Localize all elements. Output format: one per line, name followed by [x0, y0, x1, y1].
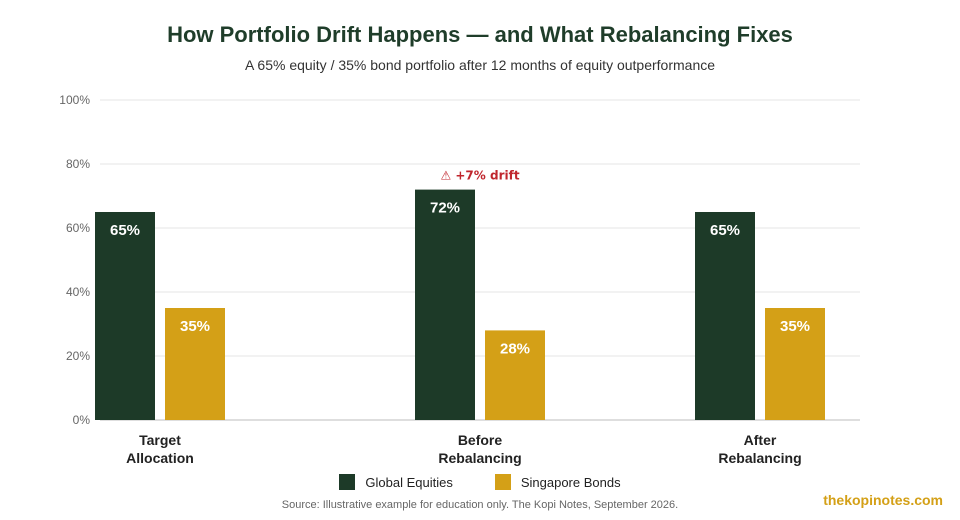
legend-swatch-bonds: [494, 474, 511, 490]
legend-label-equities: Global Equities: [365, 474, 453, 490]
bar-value-label: 65%: [710, 222, 740, 239]
x-category-label: Target: [139, 432, 181, 448]
y-tick-label: 0%: [73, 413, 91, 427]
legend-label-bonds: Singapore Bonds: [520, 474, 621, 490]
bar-value-label: 72%: [430, 200, 460, 217]
x-category-label: Rebalancing: [438, 450, 521, 466]
watermark: thekopinotes.com: [823, 492, 943, 508]
bar-bonds: [485, 330, 545, 420]
y-tick-label: 60%: [66, 221, 90, 235]
x-category-label: After: [744, 432, 777, 448]
y-tick-label: 20%: [66, 349, 90, 363]
bar-equities: [695, 212, 755, 420]
bar-equities: [415, 189, 475, 420]
chart-legend: Global Equities Singapore Bonds: [0, 474, 960, 490]
chart-title: How Portfolio Drift Happens — and What R…: [167, 22, 793, 47]
x-category-label: Rebalancing: [718, 450, 801, 466]
y-tick-label: 100%: [59, 93, 90, 107]
bar-value-label: 65%: [110, 222, 140, 239]
source-note: Source: Illustrative example for educati…: [281, 499, 679, 511]
bar-bonds: [765, 308, 825, 420]
bar-value-label: 35%: [180, 318, 210, 335]
x-category-label: Before: [458, 432, 503, 448]
legend-item-equities: Global Equities: [339, 474, 453, 490]
y-tick-label: 40%: [66, 285, 90, 299]
y-tick-label: 80%: [66, 157, 90, 171]
bar-bonds: [165, 308, 225, 420]
legend-swatch-equities: [339, 474, 356, 490]
bar-value-label: 35%: [780, 318, 810, 335]
chart-subtitle: A 65% equity / 35% bond portfolio after …: [244, 57, 716, 73]
legend-item-bonds: Singapore Bonds: [494, 474, 621, 490]
x-category-label: Allocation: [126, 450, 194, 466]
drift-annotation: ⚠ +7% drift: [440, 169, 519, 183]
bar-equities: [95, 212, 155, 420]
bar-value-label: 28%: [500, 340, 530, 357]
